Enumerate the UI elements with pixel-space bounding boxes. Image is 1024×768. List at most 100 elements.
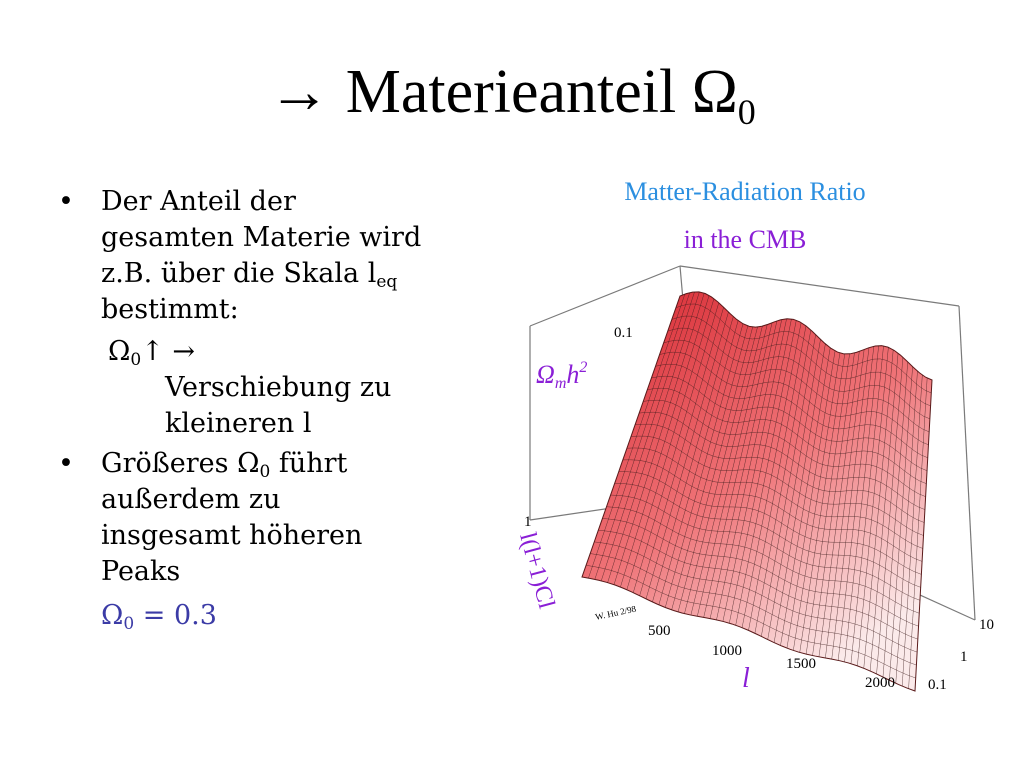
mesh-line (594, 292, 690, 580)
mesh-line (831, 347, 870, 660)
mesh-line (908, 378, 928, 689)
bullet-list: • Der Anteil der gesamten Materie wird z… (58, 184, 498, 634)
mesh-line (741, 322, 802, 628)
mesh-line (607, 291, 700, 583)
z-tick-label: 1 (524, 514, 532, 530)
mesh-line (901, 375, 923, 687)
figure-title-line-1: Matter-Radiation Ratio (624, 177, 866, 206)
bullet-1-line-2: gesamten Materie wird (101, 222, 422, 253)
mesh-line (620, 295, 710, 588)
mesh-line (805, 353, 850, 655)
surface-plot: 0.1 1 Ωmh2 l(l+1)Cl W. Hu 2/98 500 1000 1500 200… (514, 265, 994, 694)
spacer (165, 334, 498, 370)
mesh-line (895, 371, 918, 684)
mesh-line (863, 349, 894, 669)
omega-equals: = 0.3 (134, 600, 217, 631)
omega-subscript: 0 (259, 462, 271, 482)
mesh-line (793, 352, 841, 651)
box-edge (679, 265, 960, 307)
sub-item-1: Ω0↑ → Verschiebung zu kleineren l (58, 334, 498, 442)
title-text: Materieanteil Ω (345, 58, 738, 126)
mesh-line (677, 326, 753, 612)
mesh-line (773, 343, 826, 643)
mesh-line (754, 330, 812, 634)
surface-fill (581, 291, 933, 692)
mesh-line (869, 353, 899, 672)
bullet-item-2: • Größeres Ω0 führt außerdem zu insgesam… (58, 446, 498, 590)
omega-value: Ω0 = 0.3 (58, 598, 498, 634)
mesh-line (600, 291, 695, 581)
bullet-1-line-3: z.B. über die Skala leq (101, 256, 498, 292)
mesh-line (818, 351, 860, 657)
mesh-line (722, 318, 787, 622)
mesh-line (876, 357, 904, 674)
sub-item-line-2: Verschiebung zu (165, 372, 392, 403)
sub-item-line-3: kleineren l (165, 408, 312, 439)
mesh-line (786, 350, 836, 649)
mesh-line (882, 361, 909, 678)
box-edge (529, 265, 681, 327)
omega-subscript: 0 (123, 614, 135, 634)
x-tick-label: 2000 (865, 675, 895, 691)
mesh-line (825, 349, 865, 658)
param-h: h (566, 360, 579, 389)
mesh-line (703, 322, 773, 618)
mesh-line (626, 298, 715, 590)
bullet-2-post: führt (270, 448, 348, 479)
mesh-line (889, 366, 913, 681)
mesh-line (690, 326, 763, 616)
omega-subscript: 0 (130, 350, 142, 370)
cmb-figure: Matter-Radiation Ratio in the CMB 0.1 1 Ωm… (500, 165, 1010, 705)
y-tick-label: 1 (960, 649, 968, 665)
mesh-line (844, 345, 879, 662)
bullet-dot-icon: • (58, 186, 74, 217)
omega-symbol: Ω (101, 600, 124, 631)
mesh-line (684, 326, 758, 614)
power-axis-label: l(l+1)Cl (514, 530, 559, 612)
box-edge (958, 305, 976, 621)
mesh-line (588, 294, 686, 579)
param-m: m (555, 375, 567, 392)
z-tick-label: 0.1 (614, 325, 633, 341)
leq-subscript: eq (376, 272, 398, 292)
mesh-line (658, 320, 739, 605)
mesh-line (652, 316, 734, 603)
mesh-line (767, 339, 821, 640)
omega-symbol: Ω (108, 336, 131, 367)
title-subscript: 0 (737, 92, 756, 132)
figure-title-line-2: in the CMB (683, 225, 807, 254)
y-tick-label: 0.1 (928, 677, 947, 693)
mesh-line (716, 319, 783, 620)
up-right-arrows: ↑ → (141, 336, 196, 367)
mesh-line (735, 320, 797, 626)
mesh-line (613, 293, 705, 585)
bullet-2-pre: Größeres Ω (101, 448, 260, 479)
mesh-line (857, 347, 889, 666)
bullet-2-line-1: Größeres Ω0 führt (101, 446, 498, 482)
mesh-line (709, 320, 778, 619)
param-omega: Ω (536, 360, 555, 389)
bullet-1-line-4: bestimmt: (101, 294, 239, 325)
param-exp: 2 (579, 359, 587, 376)
x-axis-label: l (742, 663, 750, 694)
mesh-line (799, 353, 846, 653)
bullet-1-line-3-text: z.B. über die Skala l (101, 258, 377, 289)
x-tick-label: 1500 (786, 656, 816, 672)
bullet-dot-icon: • (58, 448, 74, 479)
sub-item-lead: Ω0↑ → (108, 334, 195, 370)
mesh-line (665, 323, 744, 608)
mesh-line (632, 302, 720, 593)
mesh-line (850, 345, 884, 664)
x-tick-label: 1000 (712, 643, 742, 659)
mesh-line (639, 307, 724, 596)
param-axis-label: Ωmh2 (536, 359, 587, 392)
mesh-line (748, 325, 807, 631)
bullet-1-line-1: Der Anteil der (101, 186, 296, 217)
bullet-2-line-2: außerdem zu (101, 484, 281, 515)
credit-label: W. Hu 2/98 (594, 603, 637, 621)
mesh-line (812, 352, 855, 656)
mesh-line (761, 334, 816, 637)
mesh-line (780, 347, 831, 646)
mesh-line (697, 324, 768, 617)
bullet-item-1: • Der Anteil der gesamten Materie wird z… (58, 184, 498, 328)
